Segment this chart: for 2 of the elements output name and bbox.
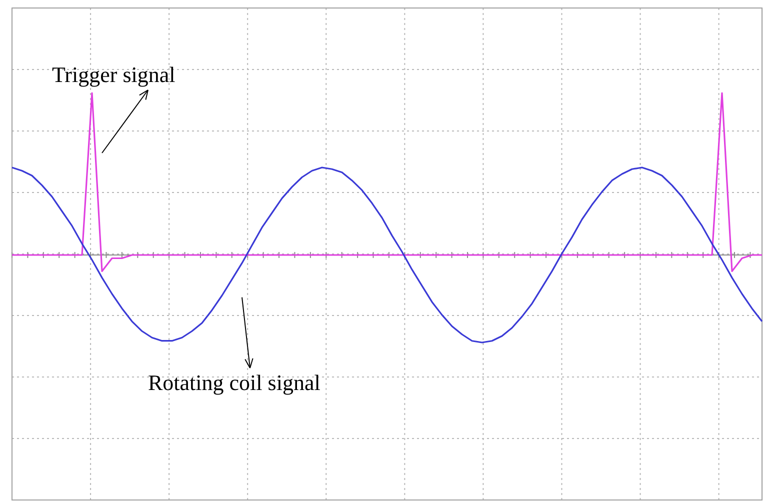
series-label: Rotating coil signal: [148, 370, 320, 395]
series-label: Trigger signal: [52, 62, 176, 87]
